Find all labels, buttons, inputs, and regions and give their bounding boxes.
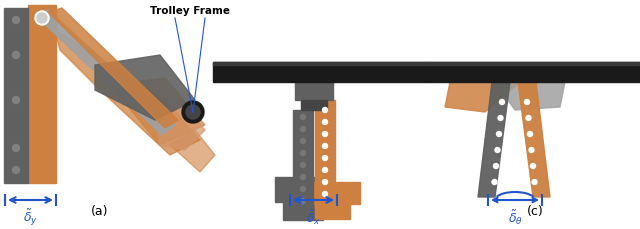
Circle shape [526, 115, 531, 120]
Circle shape [13, 144, 19, 152]
Circle shape [497, 131, 502, 136]
Circle shape [493, 164, 499, 169]
Circle shape [323, 167, 328, 172]
Circle shape [492, 180, 497, 185]
Circle shape [525, 99, 529, 104]
Bar [430, 62, 640, 82]
Circle shape [527, 131, 532, 136]
Bar [430, 62, 640, 65]
Polygon shape [95, 55, 195, 120]
Circle shape [323, 120, 328, 125]
Circle shape [301, 114, 305, 120]
Polygon shape [110, 78, 205, 145]
Bar [305, 182, 360, 204]
Circle shape [301, 150, 305, 155]
Bar [213, 62, 430, 65]
Polygon shape [170, 130, 215, 172]
Circle shape [13, 96, 19, 104]
Circle shape [182, 101, 204, 123]
Bar [283, 202, 323, 220]
Circle shape [498, 115, 503, 120]
Polygon shape [495, 82, 565, 110]
Circle shape [531, 164, 536, 169]
Bar [301, 100, 327, 110]
Circle shape [301, 126, 305, 131]
Bar [275, 177, 331, 202]
Bar [315, 204, 350, 219]
Circle shape [35, 11, 49, 25]
Bar [28, 5, 56, 183]
Text: $\tilde{\delta}_x$: $\tilde{\delta}_x$ [306, 208, 321, 226]
Polygon shape [445, 82, 520, 112]
Bar [213, 62, 430, 82]
Polygon shape [518, 82, 550, 197]
Circle shape [532, 180, 537, 185]
Polygon shape [55, 30, 200, 155]
Bar [293, 110, 313, 210]
Polygon shape [478, 82, 510, 197]
Circle shape [323, 144, 328, 148]
Circle shape [301, 174, 305, 180]
Circle shape [301, 186, 305, 191]
Circle shape [37, 13, 47, 23]
Circle shape [301, 199, 305, 204]
Circle shape [13, 16, 19, 24]
Circle shape [186, 105, 200, 119]
Polygon shape [35, 10, 175, 135]
Text: $\tilde{\delta}_{\theta}$: $\tilde{\delta}_{\theta}$ [508, 208, 522, 226]
Text: (a): (a) [92, 205, 109, 218]
Circle shape [323, 180, 328, 185]
Circle shape [323, 131, 328, 136]
Circle shape [323, 107, 328, 112]
Text: Trolley Frame: Trolley Frame [150, 6, 230, 16]
Circle shape [323, 191, 328, 196]
Bar [315, 100, 335, 210]
Bar [295, 82, 333, 100]
Bar [4, 8, 28, 183]
Text: (b): (b) [310, 205, 332, 218]
Polygon shape [48, 8, 178, 128]
Circle shape [323, 155, 328, 161]
Circle shape [499, 99, 504, 104]
Text: (c): (c) [527, 205, 543, 218]
Circle shape [495, 147, 500, 153]
Polygon shape [155, 100, 205, 150]
Circle shape [13, 166, 19, 174]
Circle shape [13, 52, 19, 58]
Circle shape [301, 139, 305, 144]
Circle shape [529, 147, 534, 153]
Circle shape [301, 163, 305, 167]
Text: $\tilde{\delta}_y$: $\tilde{\delta}_y$ [23, 208, 38, 228]
